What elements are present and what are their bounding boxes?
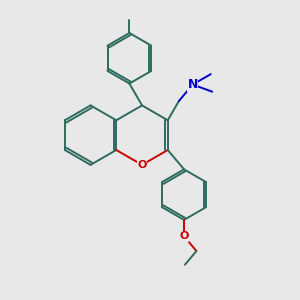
Text: O: O (137, 160, 147, 170)
Text: N: N (188, 78, 198, 91)
Text: O: O (179, 231, 189, 241)
